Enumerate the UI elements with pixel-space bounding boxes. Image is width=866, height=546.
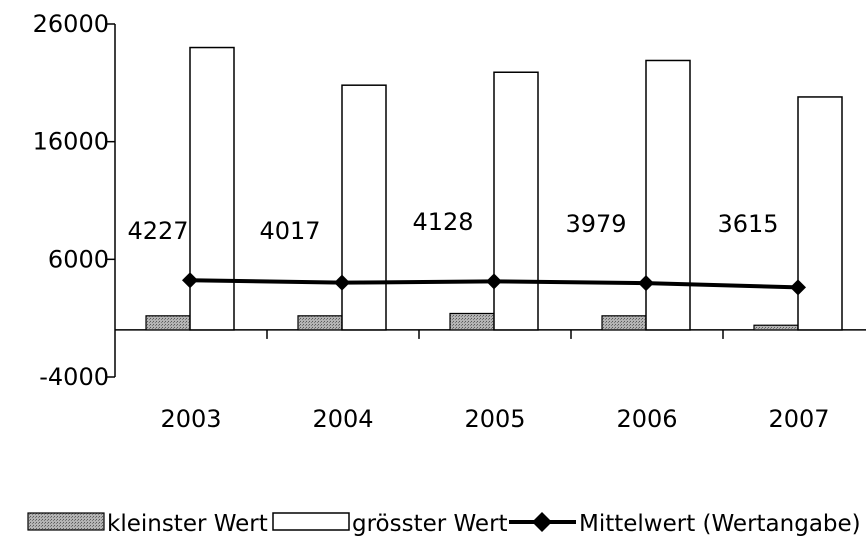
x-tick-label-2005: 2005 (464, 405, 525, 433)
data-label-2004: 4017 (259, 217, 320, 245)
data-label-2006: 3979 (565, 210, 626, 238)
bar-max-2004 (341, 84, 387, 331)
mean-point-2007 (790, 279, 806, 296)
data-label-2003: 4227 (127, 217, 188, 245)
x-tick-label-2003: 2003 (160, 405, 221, 433)
x-tick-label-2007: 2007 (768, 405, 829, 433)
legend: kleinster Wert grösster Wert Mittelwert (W… (27, 511, 861, 537)
mean-point-2006 (638, 275, 654, 292)
legend-swatch-min (27, 512, 105, 531)
bar-min-2006 (601, 315, 647, 331)
x-tick-label-2006: 2006 (616, 405, 677, 433)
axes: 26000 16000 6000 -4000 (33, 10, 866, 391)
mean-point-2005 (486, 273, 502, 290)
bar-max-2005 (493, 71, 539, 331)
legend-swatch-max (272, 512, 350, 531)
bar-min-2004 (297, 315, 343, 331)
legend-label-min: kleinster Wert (107, 511, 268, 537)
bar-max-2006 (645, 59, 691, 331)
legend-label-mean: Mittelwert (Wertangabe) (579, 511, 861, 537)
bar-min-2003 (145, 315, 191, 331)
legend-swatch-mean-marker (532, 512, 552, 532)
data-label-2005: 4128 (412, 208, 473, 236)
bar-min-2005 (449, 312, 495, 331)
y-tick-label-2: 6000 (48, 245, 109, 273)
y-tick-label-3: -4000 (39, 363, 109, 391)
labels: 2003 2004 2005 2006 2007 4227 4017 4128 3979 3615 (127, 208, 829, 433)
x-tick-label-2004: 2004 (312, 405, 373, 433)
bar-max-2007 (797, 96, 843, 331)
mean-point-2004 (334, 274, 350, 291)
mean-line (182, 272, 806, 296)
y-tick-label-1: 16000 (33, 128, 109, 156)
bar-min-2007 (753, 324, 799, 331)
data-label-2007: 3615 (717, 210, 778, 238)
bar-max-2003 (189, 46, 235, 331)
mean-point-2003 (182, 272, 198, 289)
y-tick-label-0: 26000 (33, 10, 109, 38)
legend-label-max: grösster Wert (352, 511, 508, 537)
